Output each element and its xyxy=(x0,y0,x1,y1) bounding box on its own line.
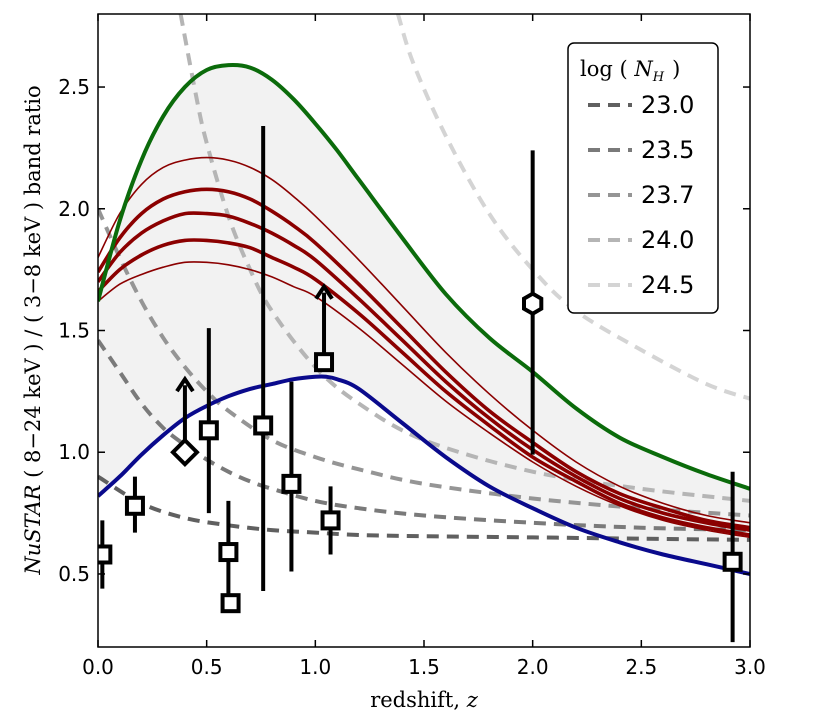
nh-curve-24-0 xyxy=(178,14,750,503)
upper-envelope-curve xyxy=(98,62,750,491)
data-point-9 xyxy=(314,283,335,373)
x-tick: 2.0 xyxy=(517,14,549,679)
data-point-2 xyxy=(124,476,145,533)
data-point-10 xyxy=(320,486,341,555)
square-marker xyxy=(281,473,302,494)
y-tick: 0.5 xyxy=(58,562,750,586)
y-tick: 2.5 xyxy=(58,75,750,99)
nh-curve-23-0 xyxy=(98,474,750,542)
y-axis-label: NuSTAR ( 8−24 keV ) / ( 3−8 keV ) band r… xyxy=(21,85,45,575)
x-tick: 3.0 xyxy=(734,14,766,679)
legend-entry-23-0: 23.0 xyxy=(588,91,694,119)
legend: log ( NH) 23.0 23.5 23.7 24.0 24.5 xyxy=(567,42,719,314)
model-band-fill xyxy=(98,64,750,574)
y-axis-ticks: 0.5 1.0 1.5 2.0 2.5 xyxy=(58,75,750,586)
x-tick: 0.0 xyxy=(82,14,114,679)
x-tick: 0.5 xyxy=(191,14,223,679)
model-2-curve xyxy=(98,187,750,530)
square-marker xyxy=(218,542,239,563)
x-tick-label: 0.0 xyxy=(82,655,114,679)
x-tick-label: 2.5 xyxy=(625,655,657,679)
nh-curve-23-7 xyxy=(98,207,750,518)
nh-curve-23-5 xyxy=(98,339,750,533)
y-tick-label: 1.5 xyxy=(58,319,90,343)
square-marker xyxy=(98,544,113,565)
legend-entries: 23.0 23.5 23.7 24.0 24.5 xyxy=(588,91,694,299)
data-point-8 xyxy=(281,381,302,572)
diamond-marker xyxy=(170,437,200,468)
data-point-3 xyxy=(170,375,200,468)
square-marker xyxy=(320,510,341,531)
y-tick-label: 1.0 xyxy=(58,440,90,464)
y-tick-label: 2.0 xyxy=(58,197,90,221)
data-point-7 xyxy=(253,125,274,592)
data-point-1 xyxy=(98,520,113,589)
x-tick: 1.0 xyxy=(299,14,331,679)
legend-label: 23.5 xyxy=(641,136,694,164)
plot-area xyxy=(98,14,750,643)
legend-label: 24.0 xyxy=(641,226,694,254)
model-4-curve xyxy=(98,238,750,537)
data-point-5 xyxy=(218,500,239,599)
legend-box xyxy=(567,42,719,314)
data-point-6 xyxy=(220,593,241,614)
legend-label: 23.0 xyxy=(641,91,694,119)
data-points xyxy=(98,125,743,643)
hexagon-marker xyxy=(522,291,544,317)
legend-entry-24-0: 24.0 xyxy=(588,226,694,254)
legend-title: log ( NH) xyxy=(580,57,680,85)
legend-entry-24-5: 24.5 xyxy=(588,271,694,299)
legend-label: 23.7 xyxy=(641,181,694,209)
y-tick: 2.0 xyxy=(58,197,750,221)
x-tick-label: 3.0 xyxy=(734,655,766,679)
lower-limit-arrow-head xyxy=(314,283,334,300)
y-tick-label: 2.5 xyxy=(58,75,90,99)
x-tick: 2.5 xyxy=(625,14,657,679)
legend-entry-23-7: 23.7 xyxy=(588,181,694,209)
legend-entry-23-5: 23.5 xyxy=(588,136,694,164)
y-tick: 1.0 xyxy=(58,440,750,464)
y-tick-label: 0.5 xyxy=(58,562,90,586)
model-3-curve xyxy=(98,211,750,532)
x-tick-label: 1.5 xyxy=(408,655,440,679)
data-point-4 xyxy=(198,328,219,514)
square-marker xyxy=(314,352,335,373)
square-marker xyxy=(220,593,241,614)
x-tick-label: 0.5 xyxy=(191,655,223,679)
lower-limit-arrow-head xyxy=(175,375,195,393)
x-axis-ticks: 0.0 0.5 1.0 1.5 2.0 2.5 3.0 xyxy=(82,14,766,679)
model-1-curve xyxy=(98,156,750,524)
square-marker xyxy=(124,495,145,516)
square-marker xyxy=(253,415,274,436)
x-tick-label: 1.0 xyxy=(299,655,331,679)
x-axis-label: redshift, z xyxy=(370,688,479,712)
model-curves xyxy=(98,156,750,539)
square-marker xyxy=(198,420,219,441)
legend-label: 24.5 xyxy=(641,271,694,299)
square-marker xyxy=(722,551,743,572)
y-tick: 1.5 xyxy=(58,319,750,343)
data-point-11 xyxy=(522,150,544,455)
lower-envelope-curve xyxy=(98,374,750,576)
x-tick-label: 2.0 xyxy=(517,655,549,679)
x-tick: 1.5 xyxy=(408,14,440,679)
data-point-12 xyxy=(722,471,743,643)
